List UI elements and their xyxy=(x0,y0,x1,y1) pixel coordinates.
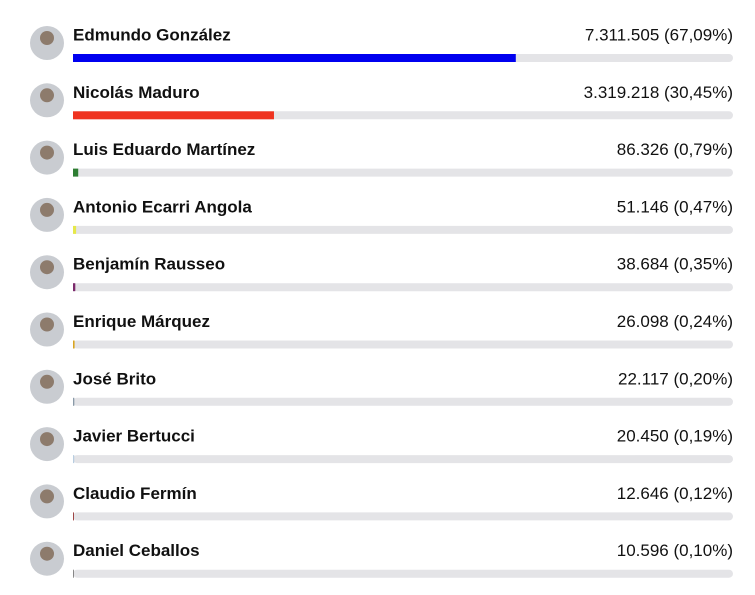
avatar-head xyxy=(40,202,54,217)
candidate-name: Claudio Fermín xyxy=(73,484,197,503)
avatar-head xyxy=(40,489,54,504)
bar xyxy=(73,168,79,177)
avatar-head xyxy=(40,88,54,103)
value-label: 22.117 (0,20%) xyxy=(618,369,733,388)
value-label: 51.146 (0,47%) xyxy=(617,197,733,216)
avatar-head xyxy=(40,31,54,45)
avatar-head xyxy=(40,317,54,332)
avatar-head xyxy=(40,374,54,389)
avatar-head xyxy=(40,432,54,447)
bar-track xyxy=(73,397,733,406)
value-label: 20.450 (0,19%) xyxy=(617,427,733,446)
bar xyxy=(73,569,74,578)
value-label: 12.646 (0,12%) xyxy=(617,484,733,503)
candidate-name: Edmundo González xyxy=(73,25,231,44)
bar xyxy=(73,455,75,464)
avatar-head xyxy=(40,260,54,275)
value-label: 86.326 (0,79%) xyxy=(617,140,733,159)
bar xyxy=(73,397,75,406)
candidate-name: Enrique Márquez xyxy=(73,312,210,331)
bar xyxy=(73,340,75,349)
bar-track xyxy=(73,455,733,464)
candidate-name: José Brito xyxy=(73,369,156,388)
avatar-head xyxy=(40,145,54,160)
candidate-name: Javier Bertucci xyxy=(73,427,195,446)
bar-track xyxy=(73,283,733,292)
bar xyxy=(73,111,274,120)
value-label: 7.311.505 (67,09%) xyxy=(585,25,733,44)
candidate-name: Luis Eduardo Martínez xyxy=(73,140,255,159)
value-label: 10.596 (0,10%) xyxy=(617,541,733,560)
candidate-name: Nicolás Maduro xyxy=(73,83,200,102)
avatar-head xyxy=(40,546,54,561)
candidate-name: Benjamín Rausseo xyxy=(73,255,225,274)
bar xyxy=(73,225,77,234)
candidate-name: Antonio Ecarri Angola xyxy=(73,197,252,216)
bar-track xyxy=(73,340,733,349)
value-label: 38.684 (0,35%) xyxy=(617,255,733,274)
value-label: 26.098 (0,24%) xyxy=(617,312,733,331)
candidate-name: Daniel Ceballos xyxy=(73,541,200,560)
bar-track xyxy=(73,569,733,578)
bar xyxy=(73,54,516,62)
value-label: 3.319.218 (30,45%) xyxy=(584,83,733,102)
bar xyxy=(73,512,74,521)
bar-track xyxy=(73,225,733,234)
bar-track xyxy=(73,168,733,177)
bar-track xyxy=(73,512,733,521)
bar xyxy=(73,283,76,292)
